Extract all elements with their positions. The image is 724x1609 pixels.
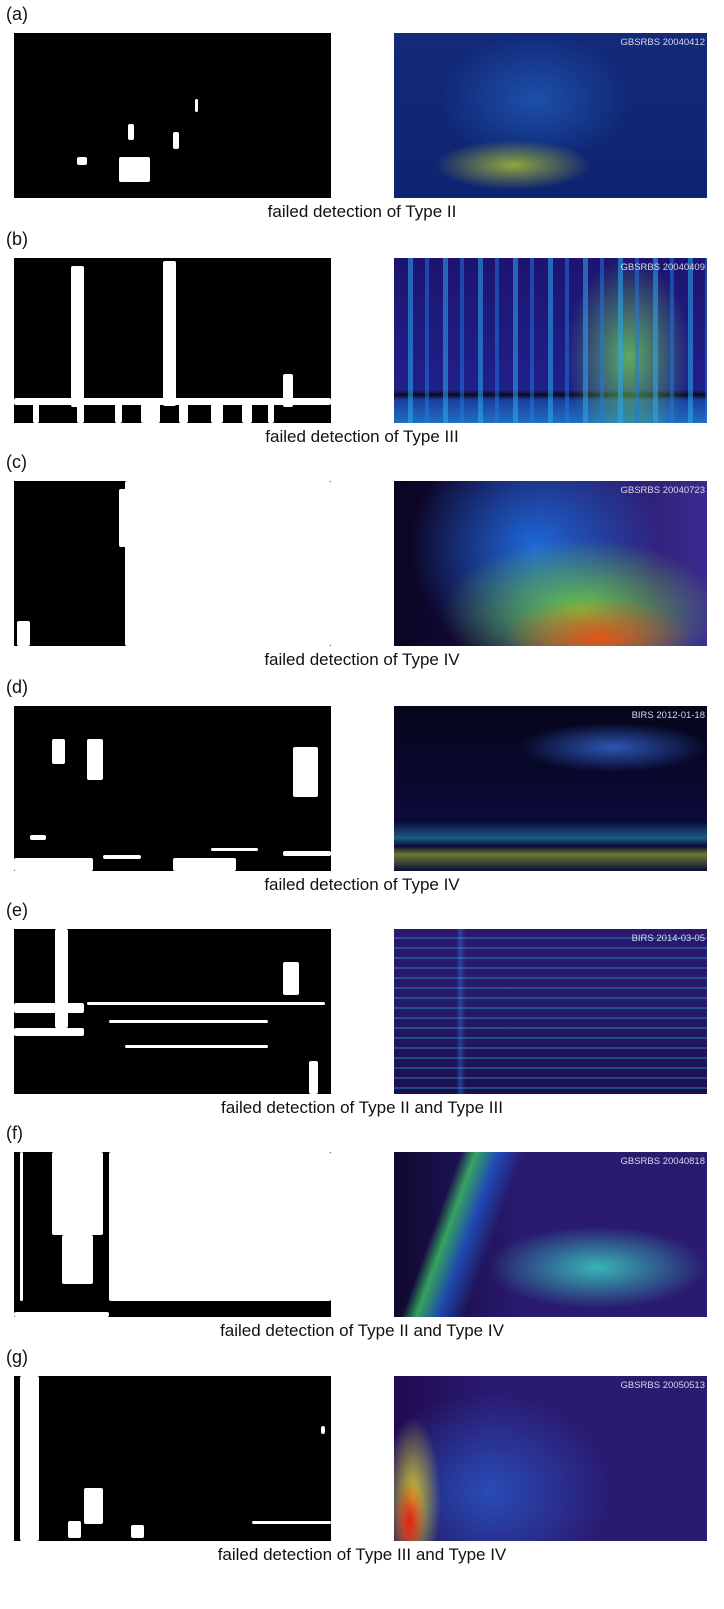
mask-region [77, 156, 87, 165]
spectrogram-stamp: GBSRBS 20040818 [620, 1156, 705, 1167]
mask-region [267, 398, 274, 423]
mask-region [14, 857, 94, 871]
detection-mask [14, 258, 331, 423]
spectrogram-stamp: GBSRBS 20050513 [620, 1380, 705, 1391]
mask-region [178, 398, 189, 423]
detection-mask [14, 929, 331, 1094]
panel-label: (b) [6, 229, 28, 249]
mask-region [83, 1488, 103, 1525]
spectrogram: GBSRBS 20040723 [394, 481, 707, 646]
mask-region [128, 123, 135, 141]
mask-region [118, 156, 151, 182]
panel-label: (c) [6, 452, 27, 472]
detection-mask [14, 706, 331, 871]
mask-region [67, 1521, 81, 1538]
panel-caption: failed detection of Type IV [264, 650, 460, 669]
panel-caption: failed detection of Type II [267, 202, 457, 221]
spectrogram-stamp: BIRS 2014-03-05 [631, 933, 705, 944]
mask-region [172, 132, 179, 149]
panel-caption: failed detection of Type II and Type III [221, 1098, 503, 1117]
mask-region [14, 398, 331, 405]
mask-region [131, 1524, 144, 1538]
detection-mask [14, 1152, 331, 1317]
mask-region [283, 373, 293, 407]
panel-label: (e) [6, 900, 28, 920]
mask-region [210, 847, 259, 852]
mask-region [52, 739, 65, 764]
mask-region [86, 1001, 325, 1005]
mask-region [140, 398, 160, 423]
mask-region [86, 739, 103, 781]
mask-region [77, 398, 84, 423]
spectrogram-stamp: BIRS 2012-01-18 [631, 710, 705, 721]
panel-caption: failed detection of Type III [265, 427, 459, 446]
mask-region [102, 854, 141, 860]
mask-region [55, 929, 68, 1028]
panel-label: (f) [6, 1123, 23, 1143]
panel-caption: failed detection of Type III and Type IV [217, 1545, 507, 1564]
mask-region [29, 834, 46, 840]
detection-mask [14, 481, 331, 646]
mask-region [14, 1312, 110, 1317]
mask-region [20, 1152, 24, 1301]
spectrogram: GBSRBS 20040818 [394, 1152, 707, 1317]
panel-caption: failed detection of Type IV [264, 875, 460, 894]
mask-region [14, 1028, 84, 1037]
mask-region [194, 99, 198, 113]
mask-region [251, 1521, 331, 1525]
mask-region [321, 1425, 325, 1434]
spectrogram: BIRS 2014-03-05 [394, 929, 707, 1094]
mask-region [292, 747, 319, 797]
mask-region [109, 1019, 268, 1024]
spectrogram: GBSRBS 20040409 [394, 258, 707, 423]
spectrogram: GBSRBS 20040412 [394, 33, 707, 198]
spectrogram: GBSRBS 20050513 [394, 1376, 707, 1541]
panel-label: (g) [6, 1347, 28, 1367]
mask-region [14, 1003, 84, 1014]
mask-region [118, 489, 157, 547]
spectrogram-stamp: GBSRBS 20040409 [620, 262, 705, 273]
spectrogram: BIRS 2012-01-18 [394, 706, 707, 871]
mask-region [71, 266, 84, 407]
spectrogram-stamp: GBSRBS 20040412 [620, 37, 705, 48]
mask-region [162, 261, 176, 407]
mask-region [283, 851, 331, 857]
mask-region [308, 1061, 319, 1094]
detection-mask [14, 1376, 331, 1541]
mask-region [242, 398, 252, 423]
mask-region [134, 1292, 198, 1301]
mask-region [52, 1152, 103, 1235]
panel-caption: failed detection of Type II and Type IV [220, 1321, 504, 1340]
mask-region [124, 1044, 268, 1048]
mask-region [61, 1234, 94, 1284]
mask-region [33, 403, 40, 423]
mask-region [172, 857, 236, 871]
mask-region [283, 962, 300, 995]
panel-label: (a) [6, 4, 28, 24]
mask-region [109, 1152, 331, 1301]
mask-region [124, 481, 331, 646]
spectrogram-stamp: GBSRBS 20040723 [620, 485, 705, 496]
mask-region [20, 1376, 40, 1541]
detection-mask [14, 33, 331, 198]
mask-region [210, 398, 224, 423]
mask-region [17, 621, 30, 646]
mask-region [115, 398, 122, 423]
panel-label: (d) [6, 677, 28, 697]
